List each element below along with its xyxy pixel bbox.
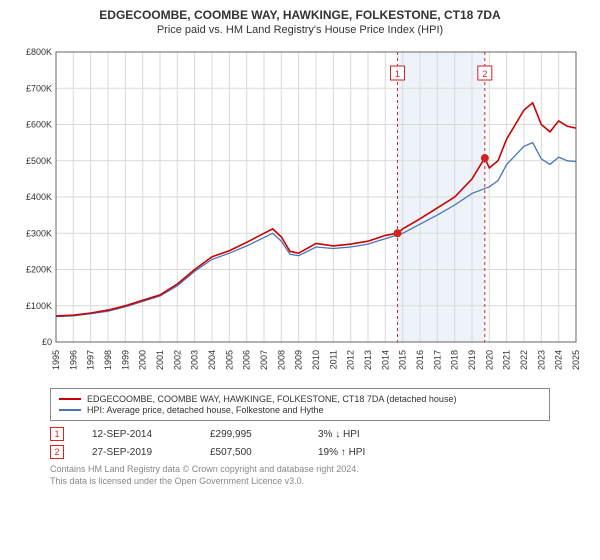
svg-text:2001: 2001: [155, 350, 165, 370]
svg-text:£600K: £600K: [26, 120, 52, 130]
down-arrow-icon: ↓: [335, 429, 340, 440]
sale-marker-icon: 2: [50, 445, 64, 459]
sale-pct: 19% ↑ HPI: [318, 447, 365, 458]
svg-text:2: 2: [482, 69, 487, 79]
legend-item: EDGECOOMBE, COOMBE WAY, HAWKINGE, FOLKES…: [59, 394, 541, 404]
svg-text:2006: 2006: [242, 350, 252, 370]
svg-text:2020: 2020: [484, 350, 494, 370]
up-arrow-icon: ↑: [341, 447, 346, 458]
chart-title: EDGECOOMBE, COOMBE WAY, HAWKINGE, FOLKES…: [10, 8, 590, 22]
sale-row: 1 12-SEP-2014 £299,995 3% ↓ HPI: [50, 427, 550, 441]
svg-text:2014: 2014: [380, 350, 390, 370]
sale-date: 12-SEP-2014: [92, 429, 182, 440]
svg-text:£300K: £300K: [26, 228, 52, 238]
svg-text:2011: 2011: [328, 350, 338, 369]
svg-text:2012: 2012: [346, 350, 356, 370]
svg-text:£0: £0: [42, 337, 52, 347]
svg-text:2005: 2005: [224, 350, 234, 370]
sale-row: 2 27-SEP-2019 £507,500 19% ↑ HPI: [50, 445, 550, 459]
svg-text:£200K: £200K: [26, 265, 52, 275]
svg-text:£500K: £500K: [26, 156, 52, 166]
chart: £0 £100K £200K £300K £400K £500K £600K £700K £80…: [10, 42, 590, 382]
svg-text:2018: 2018: [450, 350, 460, 370]
sale-date: 27-SEP-2019: [92, 447, 182, 458]
svg-text:2002: 2002: [172, 350, 182, 370]
svg-text:2019: 2019: [467, 350, 477, 370]
svg-text:2024: 2024: [554, 350, 564, 370]
legend: EDGECOOMBE, COOMBE WAY, HAWKINGE, FOLKES…: [50, 388, 550, 421]
svg-text:2017: 2017: [432, 350, 442, 370]
chart-svg: £0 £100K £200K £300K £400K £500K £600K £700K £80…: [10, 42, 590, 382]
svg-text:2021: 2021: [502, 350, 512, 370]
svg-text:1997: 1997: [86, 350, 96, 370]
svg-text:1998: 1998: [103, 350, 113, 370]
svg-text:1999: 1999: [120, 350, 130, 370]
svg-text:£400K: £400K: [26, 192, 52, 202]
sale-pct: 3% ↓ HPI: [318, 429, 360, 440]
svg-text:£100K: £100K: [26, 301, 52, 311]
footer-line: Contains HM Land Registry data © Crown c…: [50, 463, 550, 475]
svg-text:2010: 2010: [311, 350, 321, 370]
svg-text:2022: 2022: [519, 350, 529, 370]
svg-text:2007: 2007: [259, 350, 269, 370]
legend-swatch: [59, 398, 81, 400]
sale-events: 1 12-SEP-2014 £299,995 3% ↓ HPI 2 27-SEP…: [50, 427, 550, 459]
svg-text:2013: 2013: [363, 350, 373, 370]
svg-text:2004: 2004: [207, 350, 217, 370]
svg-text:1: 1: [395, 69, 400, 79]
svg-text:2003: 2003: [190, 350, 200, 370]
svg-text:2025: 2025: [571, 350, 581, 370]
svg-text:2008: 2008: [276, 350, 286, 370]
sale-marker-icon: 1: [50, 427, 64, 441]
svg-text:£700K: £700K: [26, 83, 52, 93]
svg-text:£800K: £800K: [26, 47, 52, 57]
legend-label: HPI: Average price, detached house, Folk…: [87, 405, 323, 415]
sale-price: £507,500: [210, 447, 290, 458]
sale-price: £299,995: [210, 429, 290, 440]
legend-item: HPI: Average price, detached house, Folk…: [59, 405, 541, 415]
svg-text:2016: 2016: [415, 350, 425, 370]
svg-text:1995: 1995: [51, 350, 61, 370]
svg-text:1996: 1996: [68, 350, 78, 370]
svg-text:2015: 2015: [398, 350, 408, 370]
legend-label: EDGECOOMBE, COOMBE WAY, HAWKINGE, FOLKES…: [87, 394, 456, 404]
legend-swatch: [59, 409, 81, 411]
svg-text:2023: 2023: [536, 350, 546, 370]
svg-text:2000: 2000: [138, 350, 148, 370]
chart-subtitle: Price paid vs. HM Land Registry's House …: [10, 24, 590, 36]
footer-line: This data is licensed under the Open Gov…: [50, 475, 550, 487]
svg-text:2009: 2009: [294, 350, 304, 370]
footer: Contains HM Land Registry data © Crown c…: [50, 463, 550, 487]
